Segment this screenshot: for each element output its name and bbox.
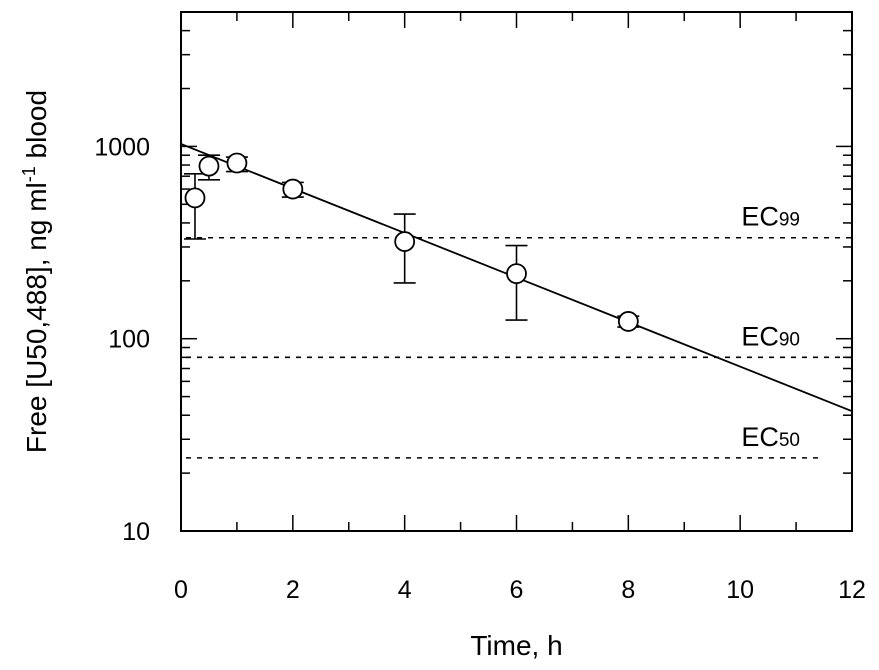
data-point xyxy=(198,155,220,177)
data-point xyxy=(226,152,248,174)
reference-label-main: EC xyxy=(741,422,779,452)
x-tick-label: 10 xyxy=(726,576,754,604)
x-tick-label: 8 xyxy=(621,576,635,604)
x-tick-label: 4 xyxy=(398,576,412,604)
plot-frame xyxy=(180,11,853,532)
y-tick-label: 1000 xyxy=(94,133,150,161)
reference-label-main: EC xyxy=(741,321,779,351)
data-point xyxy=(506,263,527,285)
reference-lines xyxy=(186,236,852,459)
reference-label-subscript: 90 xyxy=(779,329,800,350)
x-tick-label: 2 xyxy=(286,576,300,604)
reference-label-ec50: EC50 xyxy=(741,422,800,452)
reference-label-main: EC xyxy=(741,202,779,232)
y-axis-label-superscript: -1 xyxy=(19,166,39,182)
x-tick-label: 6 xyxy=(510,576,524,604)
y-tick-label: 10 xyxy=(122,518,150,546)
data-point xyxy=(184,187,206,209)
y-axis-label: Free [U50,488], ng ml-1 blood xyxy=(19,90,52,453)
x-tick-label: 0 xyxy=(174,576,188,604)
data-point xyxy=(617,311,639,332)
x-tick-label: 12 xyxy=(838,576,866,604)
reference-label-ec99: EC99 xyxy=(741,202,800,232)
y-axis-label-tail: blood xyxy=(21,90,52,166)
data-point xyxy=(282,178,304,200)
data-point xyxy=(394,231,416,252)
data-layer xyxy=(183,152,640,332)
reference-label-subscript: 99 xyxy=(779,210,800,231)
x-axis-label: Time, h xyxy=(470,630,562,661)
y-axis-label-main: Free [U50,488], ng ml xyxy=(21,182,52,453)
reference-label-ec90: EC90 xyxy=(741,321,800,351)
y-tick-label: 100 xyxy=(108,326,150,354)
reference-label-subscript: 50 xyxy=(779,430,800,451)
